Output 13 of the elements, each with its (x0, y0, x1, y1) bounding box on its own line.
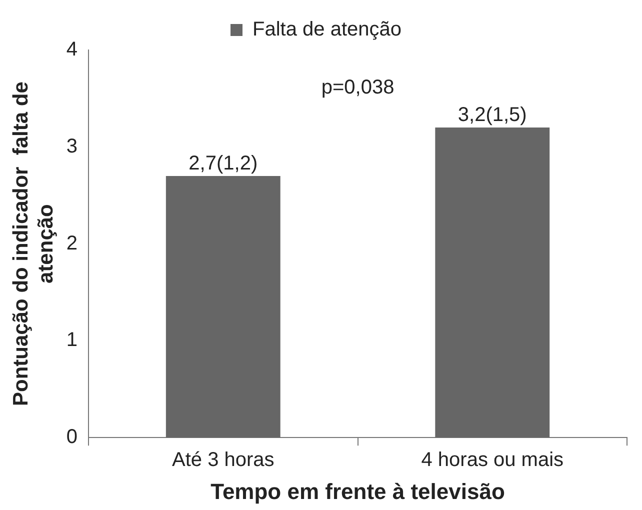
y-tick-label: 2 (66, 232, 78, 254)
x-tick-label: 4 horas ou mais (421, 449, 564, 472)
x-axis-title: Tempo em frente à televisão (210, 478, 505, 504)
x-tick-label: Até 3 horas (172, 449, 274, 472)
annotation: p=0,038 (321, 76, 394, 99)
y-tick-label: 4 (66, 38, 78, 61)
y-tick-label: 0 (66, 426, 78, 448)
y-tick-label: 3 (66, 135, 78, 158)
legend-label: Falta de atenção (252, 18, 402, 41)
data-label: 3,2(1,5) (458, 104, 527, 126)
y-tick-label: 1 (66, 329, 78, 352)
data-label: 2,7(1,2) (188, 152, 258, 174)
y-axis-title: Pontuação do indicador falta de atenção (9, 82, 58, 406)
